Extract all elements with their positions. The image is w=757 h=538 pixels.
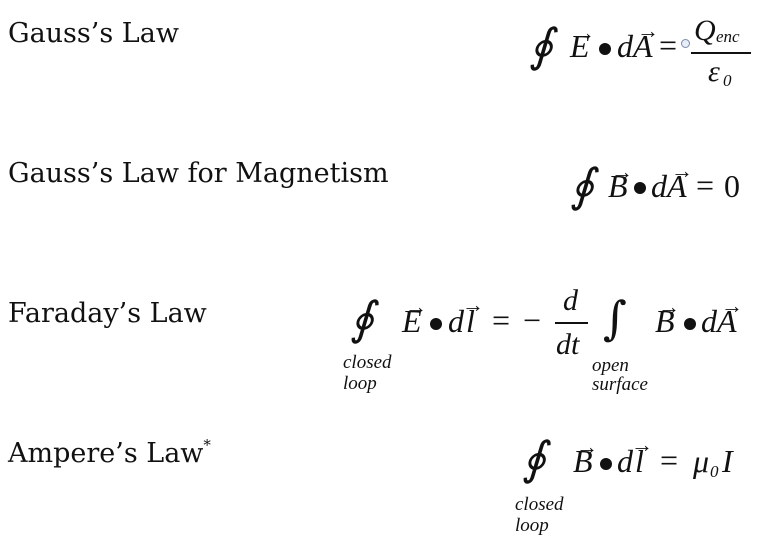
area-element-symbol: A — [633, 28, 653, 64]
vector-arrow: → — [637, 18, 659, 43]
magnetic-field-symbol: B — [608, 168, 628, 204]
derivative-numerator: d — [563, 284, 578, 317]
equals-sign: = — [660, 442, 679, 478]
law-title-text: Ampere’s Law — [8, 438, 204, 469]
integral-limit-label: open — [592, 355, 629, 376]
vector-arrow: → — [405, 294, 427, 319]
closed-integral-symbol: ∮ — [350, 291, 374, 345]
equals-sign: = — [659, 27, 678, 63]
fraction-bar — [555, 322, 588, 324]
zero-value: 0 — [724, 168, 740, 204]
electric-field-symbol: E — [570, 28, 590, 64]
electric-field-symbol: E — [402, 303, 422, 339]
vector-arrow: → — [611, 159, 633, 184]
differential-d: d — [617, 443, 633, 479]
integral-limit-label: surface — [592, 374, 648, 395]
vector-arrow: → — [631, 432, 653, 457]
current-symbol: I — [722, 443, 733, 479]
derivative-denominator: dt — [556, 328, 580, 361]
area-element-symbol: A — [717, 303, 737, 339]
footnote-mark: * — [203, 436, 211, 454]
dot-product-symbol — [430, 318, 442, 330]
closed-integral-symbol: ∮ — [529, 18, 553, 72]
enclosed-subscript: enc — [716, 27, 740, 46]
dot-product-symbol — [600, 458, 612, 470]
vector-arrow: → — [658, 294, 680, 319]
fraction-bar — [691, 52, 751, 54]
law-title-faraday: Faraday’s Law — [8, 298, 207, 329]
integral-limit-label: closed — [343, 352, 392, 373]
line-element-symbol: l — [466, 303, 475, 339]
differential-d: d — [701, 303, 717, 339]
law-title-ampere: Ampere’s Law* — [8, 438, 211, 469]
equals-sign: = — [696, 167, 715, 203]
charge-symbol: Q — [694, 14, 716, 47]
area-element-symbol: A — [667, 168, 687, 204]
differential-d: d — [617, 28, 633, 64]
vector-arrow: → — [671, 158, 693, 183]
magnetic-field-symbol: B — [573, 443, 593, 479]
differential-d: d — [448, 303, 464, 339]
integral-limit-label: loop — [515, 515, 549, 536]
magnetic-field-symbol: B — [655, 303, 675, 339]
vector-arrow: → — [462, 292, 484, 317]
permeability-symbol: μ — [693, 443, 710, 479]
surface-integral-symbol: ∫ — [603, 291, 627, 345]
closed-integral-symbol: ∮ — [570, 158, 594, 212]
closed-integral-symbol: ∮ — [522, 431, 546, 485]
integral-limit-label: loop — [343, 373, 377, 394]
minus-sign: − — [523, 302, 542, 338]
permittivity-subscript: 0 — [723, 71, 732, 90]
vector-arrow: → — [576, 434, 598, 459]
selection-handle-icon[interactable] — [681, 39, 690, 48]
dot-product-symbol — [634, 182, 646, 194]
law-title-gauss: Gauss’s Law — [8, 18, 179, 49]
integral-limit-label: closed — [515, 494, 564, 515]
dot-product-symbol — [684, 318, 696, 330]
vector-arrow: → — [573, 20, 595, 45]
line-element-symbol: l — [635, 443, 644, 479]
equals-sign: = — [492, 302, 511, 338]
dot-product-symbol — [599, 43, 611, 55]
law-title-gauss-magnetism: Gauss’s Law for Magnetism — [8, 158, 389, 189]
differential-d: d — [651, 168, 667, 204]
permittivity-symbol: ε — [708, 55, 720, 88]
permeability-subscript: 0 — [710, 462, 719, 481]
vector-arrow: → — [721, 293, 743, 318]
